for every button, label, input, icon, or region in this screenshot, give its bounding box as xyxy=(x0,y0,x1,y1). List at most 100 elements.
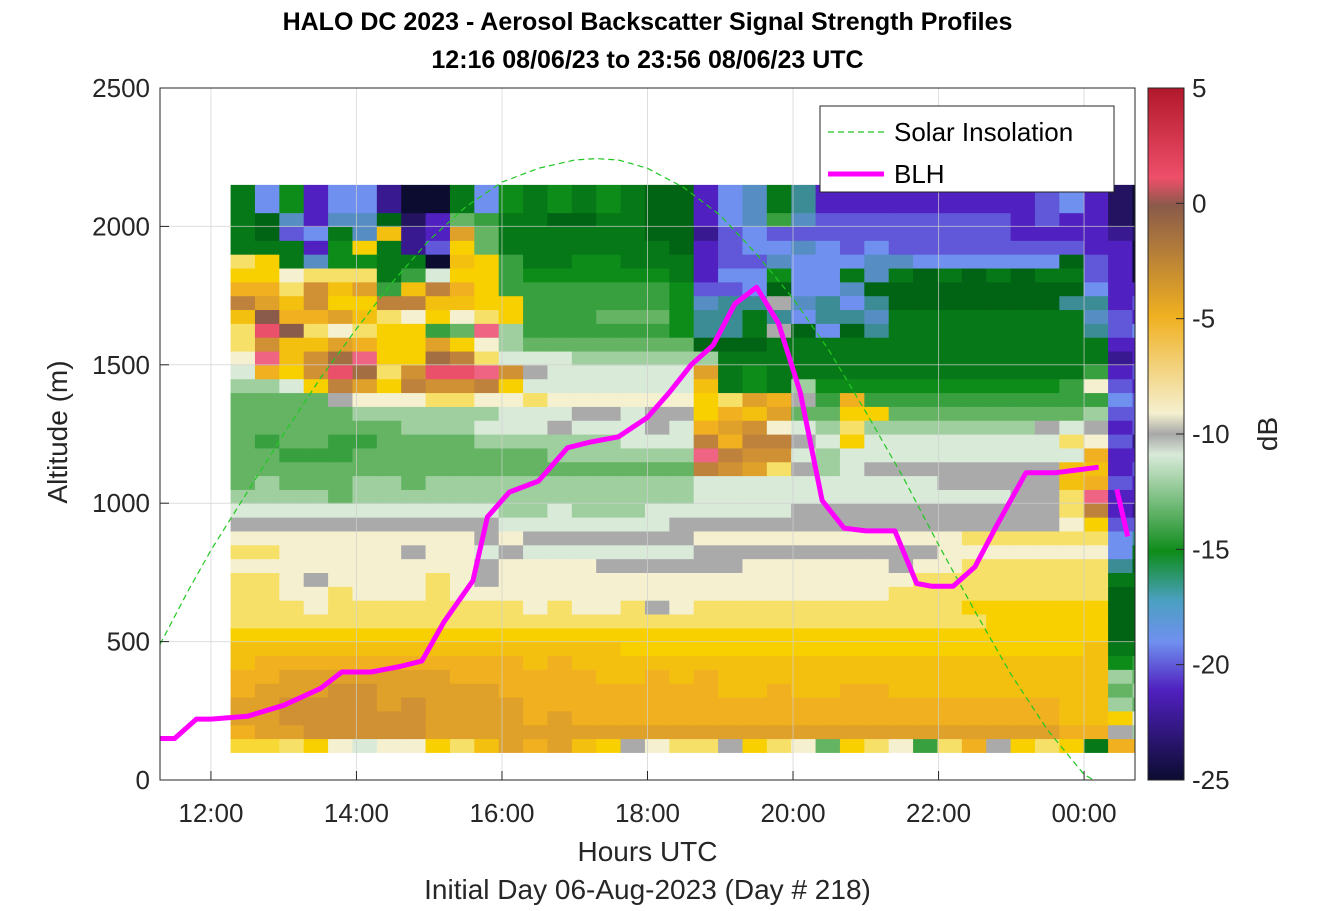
heatmap-cell xyxy=(498,461,524,477)
heatmap-cell xyxy=(839,600,865,615)
heatmap-cell xyxy=(449,240,475,255)
heatmap-cell xyxy=(303,641,329,657)
heatmap-cell xyxy=(1132,420,1135,435)
heatmap-cell xyxy=(986,254,1012,269)
heatmap-cell xyxy=(571,323,597,338)
heatmap-cell xyxy=(888,323,914,338)
heatmap-cell xyxy=(913,586,939,601)
heatmap-cell xyxy=(523,530,549,546)
heatmap-cell xyxy=(888,613,914,629)
heatmap-cell xyxy=(1132,655,1135,670)
heatmap-cell xyxy=(376,738,402,753)
heatmap-cell xyxy=(474,627,500,643)
heatmap-cell xyxy=(425,475,451,490)
heatmap-cell xyxy=(449,281,475,297)
heatmap-cell xyxy=(913,350,939,366)
heatmap-cell xyxy=(352,420,378,435)
heatmap-cell xyxy=(328,378,354,394)
heatmap-cell xyxy=(1083,406,1109,421)
heatmap-cell xyxy=(425,420,451,435)
heatmap-cell xyxy=(547,309,573,324)
heatmap-cell xyxy=(352,544,378,560)
heatmap-cell xyxy=(523,254,549,269)
heatmap-cell xyxy=(1010,572,1036,587)
heatmap-cell xyxy=(425,544,451,560)
heatmap-cell xyxy=(766,600,792,615)
heatmap-cell xyxy=(1083,696,1109,712)
heatmap-cell xyxy=(1132,267,1135,283)
heatmap-cell xyxy=(1181,614,1206,628)
heatmap-cell xyxy=(742,489,768,504)
heatmap-cell xyxy=(961,710,987,726)
heatmap-cell xyxy=(449,212,475,227)
heatmap-cell xyxy=(303,212,329,227)
heatmap-cell xyxy=(596,420,622,435)
heatmap-cell xyxy=(571,337,597,352)
heatmap-cell xyxy=(961,503,987,518)
heatmap-cell xyxy=(839,323,865,338)
heatmap-cell xyxy=(718,558,744,573)
heatmap-cell xyxy=(547,184,573,200)
heatmap-cell xyxy=(279,683,305,698)
heatmap-cell xyxy=(839,337,865,352)
heatmap-cell xyxy=(1034,558,1060,573)
heatmap-cell xyxy=(791,489,817,504)
heatmap-cell xyxy=(961,281,987,297)
heatmap-cell xyxy=(376,198,402,214)
heatmap-cell xyxy=(547,226,573,241)
heatmap-cell xyxy=(596,240,622,255)
heatmap-cell xyxy=(742,392,768,407)
heatmap-cell xyxy=(401,267,427,283)
heatmap-cell xyxy=(230,696,256,712)
heatmap-cell xyxy=(1059,558,1085,573)
heatmap-cell xyxy=(328,254,354,269)
heatmap-cell xyxy=(401,309,427,324)
heatmap-cell xyxy=(401,323,427,338)
heatmap-cell xyxy=(376,350,402,366)
heatmap-cell xyxy=(669,295,695,311)
heatmap-cell xyxy=(449,309,475,324)
heatmap-cell xyxy=(1059,420,1085,435)
colorbar-tick-label: -20 xyxy=(1192,650,1230,680)
heatmap-cell xyxy=(1083,212,1109,227)
x-tick-label: 22:00 xyxy=(906,798,971,828)
heatmap-cell xyxy=(669,558,695,573)
heatmap-cell xyxy=(742,212,768,227)
heatmap-cell xyxy=(425,267,451,283)
heatmap-cell xyxy=(937,364,963,380)
heatmap-cell xyxy=(1059,323,1085,338)
heatmap-cell xyxy=(1108,558,1134,573)
heatmap-cell xyxy=(376,613,402,629)
heatmap-cell xyxy=(449,378,475,394)
heatmap-cell xyxy=(1010,281,1036,297)
heatmap-cell xyxy=(425,558,451,573)
heatmap-cell xyxy=(523,309,549,324)
heatmap-cell xyxy=(498,198,524,214)
heatmap-cell xyxy=(888,696,914,712)
heatmap-cell xyxy=(937,420,963,435)
heatmap-cell xyxy=(303,267,329,283)
heatmap-cell xyxy=(839,350,865,366)
heatmap-cell xyxy=(425,530,451,546)
day-caption: Initial Day 06-Aug-2023 (Day # 218) xyxy=(424,874,871,905)
heatmap-cell xyxy=(913,323,939,338)
heatmap-cell xyxy=(913,489,939,504)
heatmap-cell xyxy=(864,641,890,657)
heatmap-cell xyxy=(254,475,280,490)
heatmap-cell xyxy=(498,572,524,587)
heatmap-cell xyxy=(986,627,1012,643)
heatmap-cell xyxy=(1059,281,1085,297)
heatmap-cell xyxy=(644,350,670,366)
heatmap-cell xyxy=(693,198,719,214)
heatmap-cell xyxy=(913,364,939,380)
heatmap-cell xyxy=(1083,544,1109,560)
heatmap-cell xyxy=(498,309,524,324)
heatmap-cell xyxy=(669,434,695,449)
heatmap-cell xyxy=(303,558,329,573)
heatmap-cell xyxy=(376,558,402,573)
heatmap-cell xyxy=(718,669,744,684)
heatmap-cell xyxy=(815,544,841,560)
heatmap-cell xyxy=(937,696,963,712)
